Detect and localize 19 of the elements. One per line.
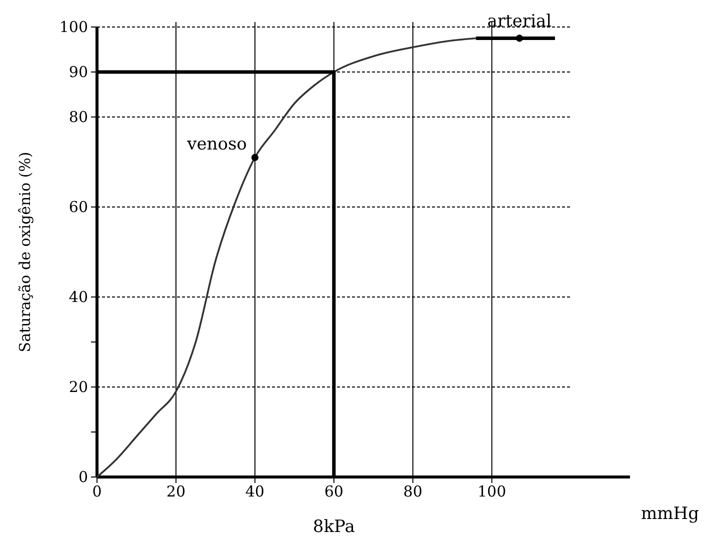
- x-tick-label: 0: [92, 482, 102, 501]
- annotation: venoso: [186, 134, 247, 154]
- x-tick-label: 40: [245, 482, 264, 501]
- y-axis-title: Saturação de oxigênio (%): [16, 152, 34, 352]
- annotation: arterial: [487, 11, 552, 32]
- y-tick-label: 0: [78, 468, 88, 486]
- x-axis-title: 8kPa: [312, 517, 355, 537]
- line-series: [96, 37, 477, 478]
- y-tick-label: 40: [68, 288, 88, 306]
- x-tick-label: 60: [324, 482, 344, 501]
- x-tick-label: 80: [403, 482, 422, 501]
- y-tick-label: 90: [68, 62, 88, 81]
- y-tick-label: 20: [68, 378, 88, 396]
- x-tick-label: 20: [166, 482, 186, 501]
- y-tick-label: 100: [59, 18, 88, 36]
- x-tick-label: 100: [477, 482, 506, 501]
- y-tick-label: 80: [68, 108, 88, 126]
- y-tick-label: 60: [68, 198, 88, 216]
- text: mmHg: [641, 504, 700, 524]
